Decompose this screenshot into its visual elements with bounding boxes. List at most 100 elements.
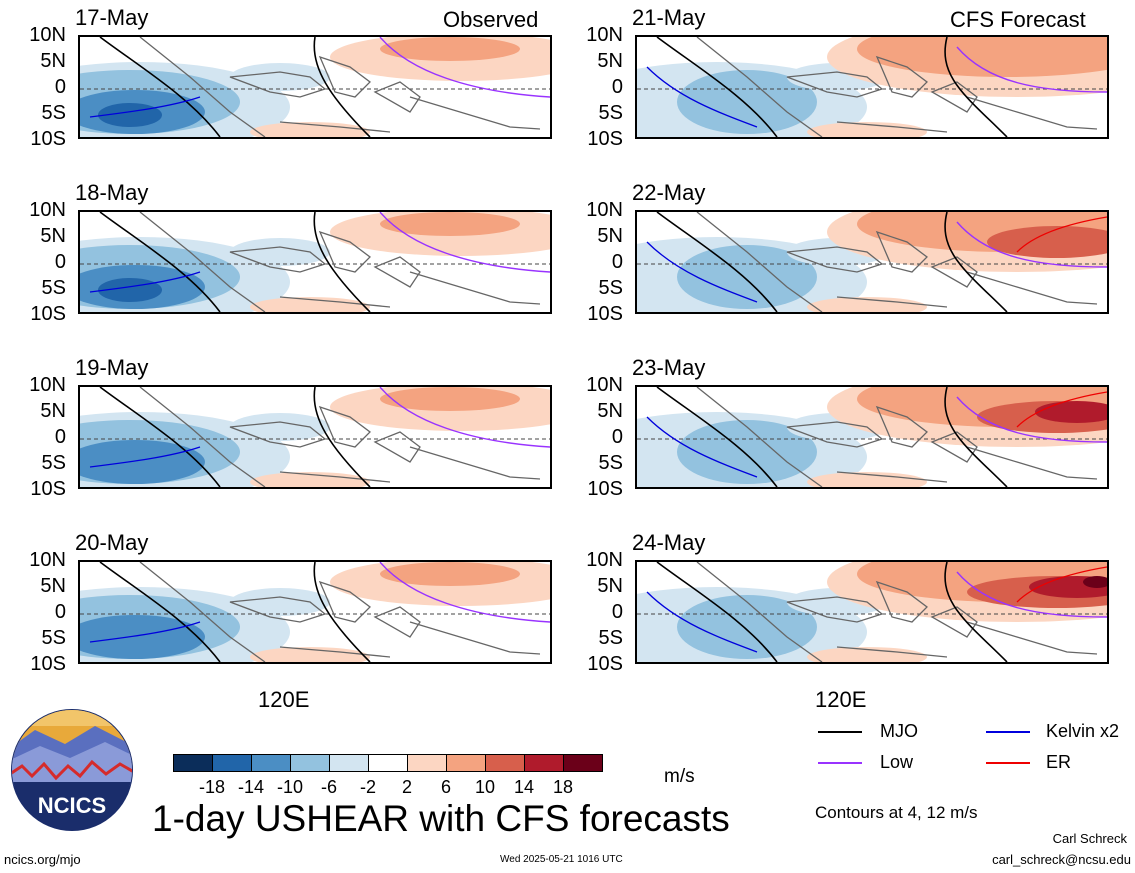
- colorbar-swatch: [212, 754, 252, 772]
- colorbar-tick-label: -2: [359, 777, 376, 797]
- lat-label: 10N: [29, 24, 66, 46]
- lat-label: 10S: [30, 128, 66, 150]
- colorbar: [173, 754, 603, 772]
- lat-label: 0: [54, 76, 66, 98]
- lat-label: 5N: [40, 400, 66, 422]
- lat-label: 0: [611, 601, 623, 623]
- mjo-legend-swatch: [818, 731, 862, 733]
- colorbar-tick-label: 6: [440, 777, 451, 797]
- lat-label: 0: [611, 76, 623, 98]
- map-panel-forecast-3: [635, 385, 1109, 489]
- map-canvas: [80, 37, 550, 137]
- lat-label: 10N: [586, 24, 623, 46]
- map-canvas: [80, 562, 550, 662]
- svg-text:NCICS: NCICS: [38, 793, 106, 818]
- panel-date: 20-May: [75, 530, 149, 555]
- colorbar-tick-label: -14: [237, 777, 264, 797]
- lat-label: 10N: [586, 374, 623, 396]
- colorbar-swatch: [407, 754, 447, 772]
- colorbar-tick-label: 2: [401, 777, 412, 797]
- lat-label: 0: [611, 426, 623, 448]
- footer-url[interactable]: ncics.org/mjo: [4, 852, 81, 867]
- colorbar-tick-label: -18: [198, 777, 225, 797]
- lat-label: 5N: [597, 50, 623, 72]
- contours-note: Contours at 4, 12 m/s: [815, 803, 978, 822]
- map-panel-forecast-1: [635, 35, 1109, 139]
- lat-label: 5S: [41, 277, 66, 299]
- colorbar-swatch: [485, 754, 525, 772]
- lat-label: 5N: [597, 225, 623, 247]
- colorbar-swatch: [368, 754, 408, 772]
- lat-label: 5S: [41, 452, 66, 474]
- map-canvas: [637, 212, 1107, 312]
- lon-label: 120E: [815, 687, 867, 712]
- lat-label: 0: [54, 601, 66, 623]
- lon-label: 120E: [258, 687, 310, 712]
- map-canvas: [80, 387, 550, 487]
- panel-date: 22-May: [632, 180, 706, 205]
- lat-label: 0: [54, 251, 66, 273]
- colorbar-tick-label: 14: [513, 777, 535, 797]
- er-legend-label: ER: [1046, 752, 1072, 772]
- mjo-legend-label: MJO: [880, 721, 918, 741]
- lat-label: 0: [611, 251, 623, 273]
- lat-label: 10S: [587, 478, 623, 500]
- colorbar-swatch: [251, 754, 291, 772]
- panel-date: 17-May: [75, 5, 149, 30]
- map-canvas: [637, 562, 1107, 662]
- colorbar-swatch: [563, 754, 603, 772]
- colorbar-swatch: [329, 754, 369, 772]
- lat-label: 10S: [30, 478, 66, 500]
- lat-label: 5S: [598, 277, 623, 299]
- lat-label: 5N: [40, 575, 66, 597]
- footer-email[interactable]: carl_schreck@ncsu.edu: [992, 852, 1131, 867]
- panel-date: 18-May: [75, 180, 149, 205]
- lat-label: 10N: [586, 199, 623, 221]
- lat-label: 0: [54, 426, 66, 448]
- colorbar-swatch: [446, 754, 486, 772]
- lat-label: 5S: [598, 452, 623, 474]
- lat-label: 5S: [41, 627, 66, 649]
- colorbar-swatch: [290, 754, 330, 772]
- lat-label: 5S: [598, 102, 623, 124]
- lat-label: 5S: [41, 102, 66, 124]
- lat-label: 10N: [29, 374, 66, 396]
- colorbar-tick-label: 18: [552, 777, 574, 797]
- panel-date: 19-May: [75, 355, 149, 380]
- lat-label: 5N: [597, 575, 623, 597]
- map-panel-observed-3: [78, 385, 552, 489]
- colorbar-swatch: [173, 754, 213, 772]
- low-legend-label: Low: [880, 752, 914, 772]
- lat-label: 10N: [586, 549, 623, 571]
- lat-label: 10S: [587, 653, 623, 675]
- colorbar-tick-label: -6: [320, 777, 337, 797]
- low-legend-swatch: [818, 762, 862, 764]
- map-canvas: [637, 37, 1107, 137]
- lat-label: 10S: [30, 653, 66, 675]
- colorbar-unit: m/s: [664, 766, 695, 787]
- map-panel-observed-2: [78, 210, 552, 314]
- map-panel-observed-1: [78, 35, 552, 139]
- kelvin-legend-label: Kelvin x2: [1046, 721, 1120, 741]
- map-panel-forecast-2: [635, 210, 1109, 314]
- map-canvas: [637, 387, 1107, 487]
- lat-label: 5N: [597, 400, 623, 422]
- forecast-header: CFS Forecast: [950, 7, 1086, 32]
- observed-header: Observed: [443, 7, 539, 32]
- map-canvas: [80, 212, 550, 312]
- colorbar-swatch: [524, 754, 564, 772]
- lat-label: 10S: [587, 303, 623, 325]
- map-panel-forecast-4: [635, 560, 1109, 664]
- lat-label: 5N: [40, 50, 66, 72]
- map-panel-observed-4: [78, 560, 552, 664]
- panel-date: 21-May: [632, 5, 706, 30]
- panel-date: 24-May: [632, 530, 706, 555]
- main-title: 1-day USHEAR with CFS forecasts: [152, 798, 730, 839]
- footer-timestamp: Wed 2025-05-21 1016 UTC: [500, 854, 623, 865]
- lat-label: 10S: [587, 128, 623, 150]
- lat-label: 10N: [29, 199, 66, 221]
- lat-label: 5S: [598, 627, 623, 649]
- ncics-logo: NCICS: [10, 708, 134, 832]
- kelvin-legend-swatch: [986, 731, 1030, 733]
- colorbar-tick-label: 10: [474, 777, 496, 797]
